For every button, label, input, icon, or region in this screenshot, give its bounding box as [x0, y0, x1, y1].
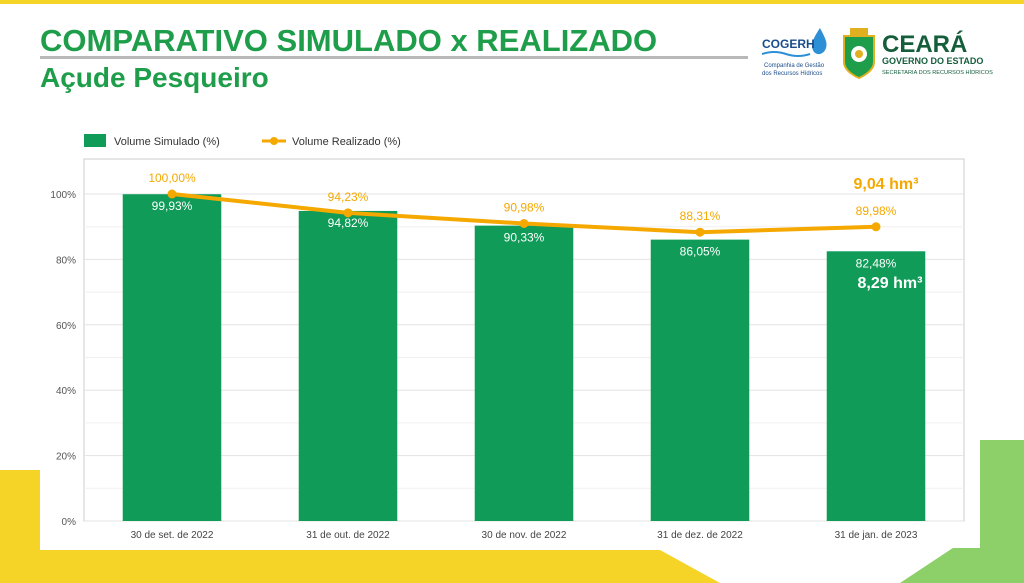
bar-simulado: [650, 239, 750, 521]
ceara-logo: CEARÁ GOVERNO DO ESTADO SECRETARIA DOS R…: [843, 28, 993, 80]
legend-realizado-marker: [270, 137, 278, 145]
bar-simulado: [474, 225, 574, 521]
x-tick-label: 31 de dez. de 2022: [657, 530, 743, 541]
x-tick-label: 30 de set. de 2022: [131, 530, 214, 541]
y-tick-label: 60%: [56, 321, 76, 332]
cogerh-name: COGERH: [762, 37, 815, 51]
line-point-realizado: [343, 208, 353, 218]
bar-line-chart: Volume Simulado (%) Volume Realizado (%)…: [50, 134, 965, 541]
title-divider: [40, 56, 748, 59]
bar-series: [122, 194, 926, 522]
legend-simulado-swatch: [84, 134, 106, 147]
bar-value-label: 82,48%: [856, 256, 897, 270]
bar-simulado: [122, 194, 222, 522]
y-tick-label: 40%: [56, 386, 76, 397]
x-tick-label: 31 de jan. de 2023: [835, 530, 918, 541]
bar-value-label: 99,93%: [152, 199, 193, 213]
line-series: [167, 189, 881, 237]
bar-value-label: 90,33%: [504, 231, 545, 245]
decorative-bottom-shapes: [0, 440, 1024, 583]
water-drop-icon: [812, 28, 827, 55]
legend-simulado-label: Volume Simulado (%): [114, 136, 220, 148]
legend-realizado-label: Volume Realizado (%): [292, 136, 401, 148]
line-point-realizado: [695, 227, 705, 237]
x-axis-tick-labels: 30 de set. de 2022 31 de out. de 2022 30 d…: [131, 530, 918, 541]
x-tick-label: 31 de out. de 2022: [306, 530, 390, 541]
y-tick-label: 0%: [62, 517, 77, 528]
bar-value-labels: 99,93% 94,82% 90,33% 86,05% 82,48%: [152, 199, 897, 270]
page-subtitle: Açude Pesqueiro: [40, 62, 269, 93]
line-point-realizado: [167, 189, 177, 199]
y-tick-label: 80%: [56, 255, 76, 266]
bar-value-label: 94,82%: [328, 216, 369, 230]
line-value-label: 90,98%: [504, 200, 545, 214]
page-title: COMPARATIVO SIMULADO x REALIZADO: [40, 23, 658, 58]
line-point-realizado: [519, 218, 529, 228]
annotation-realizado-volume: 9,04 hm³: [854, 176, 919, 193]
line-point-realizado: [871, 222, 881, 232]
bar-simulado: [298, 210, 398, 521]
coat-of-arms-icon: [843, 28, 875, 80]
line-value-labels: 100,00% 94,23% 90,98% 88,31% 89,98%: [148, 171, 896, 223]
cogerh-logo: COGERH Companhia de Gestão dos Recursos …: [761, 28, 827, 77]
y-tick-label: 100%: [50, 190, 76, 201]
bar-value-label: 86,05%: [680, 245, 721, 259]
chart-panel: Volume Simulado (%) Volume Realizado (%)…: [44, 110, 980, 548]
cogerh-tagline-2: dos Recursos Hídricos: [762, 71, 822, 77]
cogerh-tagline-1: Companhia de Gestão: [764, 63, 825, 69]
top-accent-line: [0, 0, 1024, 4]
y-axis-tick-labels: 0% 20% 40% 60% 80% 100%: [50, 190, 76, 528]
y-tick-label: 20%: [56, 452, 76, 463]
ceara-name: CEARÁ: [882, 30, 967, 58]
ceara-line-2: SECRETARIA DOS RECURSOS HÍDRICOS: [882, 69, 993, 76]
line-value-label: 100,00%: [148, 171, 196, 185]
line-value-label: 88,31%: [680, 209, 721, 223]
x-tick-label: 30 de nov. de 2022: [482, 530, 567, 541]
bar-simulado: [826, 251, 926, 521]
line-value-label: 89,98%: [856, 204, 897, 218]
ceara-line-1: GOVERNO DO ESTADO: [882, 56, 983, 66]
line-value-label: 94,23%: [328, 190, 369, 204]
annotation-simulado-volume: 8,29 hm³: [858, 275, 923, 292]
